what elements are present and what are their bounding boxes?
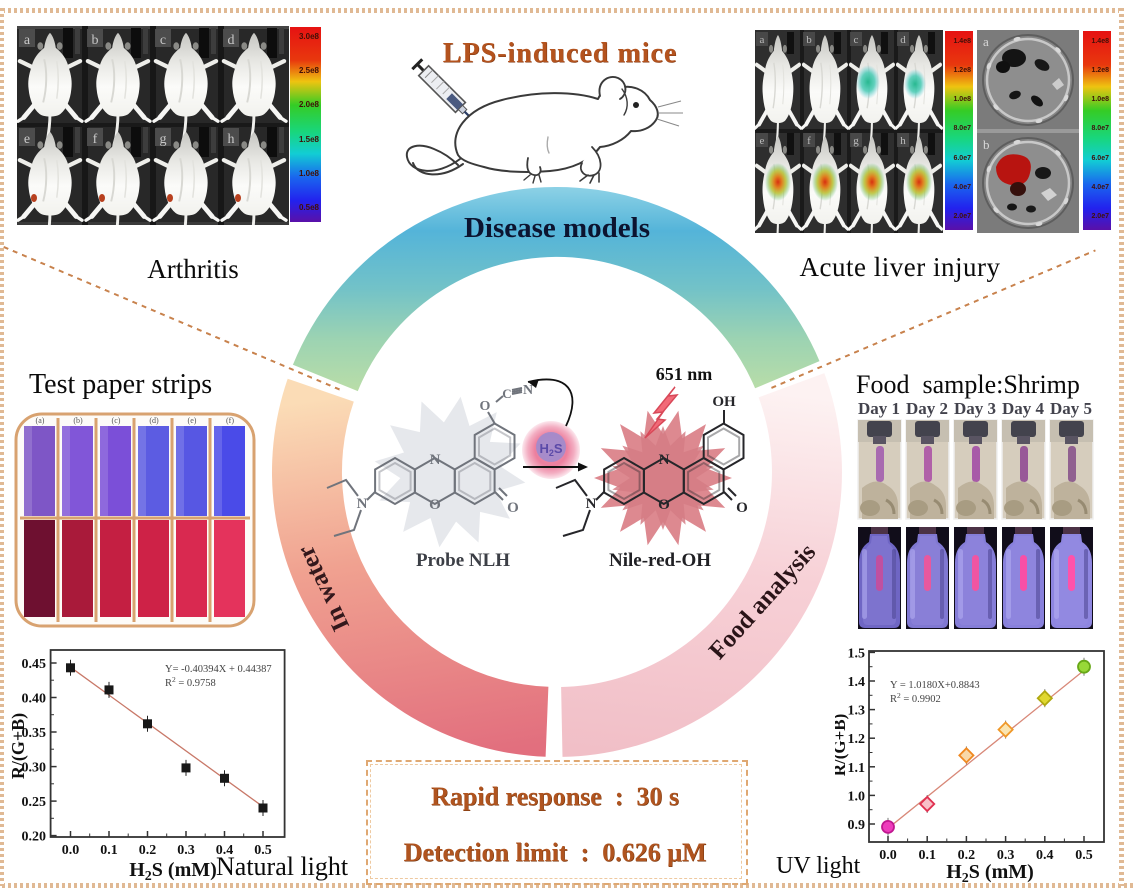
svg-text:O: O: [507, 500, 519, 516]
svg-text:651 nm: 651 nm: [656, 364, 713, 384]
svg-text:h: h: [900, 135, 906, 147]
svg-text:1.3: 1.3: [848, 704, 866, 719]
svg-text:N: N: [357, 496, 368, 512]
svg-text:(b): (b): [73, 416, 83, 425]
svg-text:d: d: [228, 33, 235, 48]
svg-text:2.0e7: 2.0e7: [1091, 213, 1109, 220]
svg-text:1.0e8: 1.0e8: [953, 96, 971, 103]
svg-text:8.0e7: 8.0e7: [953, 125, 971, 132]
svg-text:e: e: [760, 135, 765, 147]
svg-text:N: N: [659, 452, 670, 468]
svg-text:1.2: 1.2: [848, 732, 866, 747]
svg-text:(c): (c): [112, 416, 121, 425]
svg-text:0.25: 0.25: [22, 795, 47, 810]
svg-text:Day 2: Day 2: [906, 400, 948, 418]
svg-text:f: f: [807, 135, 811, 147]
svg-text:0.3: 0.3: [177, 843, 195, 858]
svg-text:N: N: [430, 452, 441, 468]
svg-text:0.35: 0.35: [22, 726, 47, 741]
svg-text:R/(G+B): R/(G+B): [10, 713, 29, 779]
svg-text:(d): (d): [149, 416, 159, 425]
svg-text:h: h: [228, 132, 235, 147]
svg-text:1.4e8: 1.4e8: [953, 38, 971, 45]
svg-text:R2 = 0.9758: R2 = 0.9758: [165, 675, 216, 689]
svg-text:1.0e8: 1.0e8: [1091, 96, 1109, 103]
svg-text:Y = 1.0180X+0.8843: Y = 1.0180X+0.8843: [890, 680, 980, 691]
svg-text:H2S (mM): H2S (mM): [129, 859, 217, 884]
svg-text:g: g: [160, 132, 167, 147]
svg-text:0.0: 0.0: [62, 843, 80, 858]
svg-text:6.0e7: 6.0e7: [953, 155, 971, 162]
svg-text:d: d: [900, 34, 906, 46]
svg-text:Day 1: Day 1: [858, 400, 900, 418]
svg-text:b: b: [806, 34, 812, 46]
svg-text:2.5e8: 2.5e8: [299, 66, 320, 75]
svg-text:H2S: H2S: [539, 441, 562, 458]
svg-text:2.0e7: 2.0e7: [953, 213, 971, 220]
svg-text:0.1: 0.1: [918, 848, 936, 863]
svg-text:8.0e7: 8.0e7: [1091, 125, 1109, 132]
svg-text:Day 5: Day 5: [1050, 400, 1092, 418]
svg-text:Nile-red-OH: Nile-red-OH: [609, 550, 711, 571]
svg-text:1.0: 1.0: [848, 789, 866, 804]
svg-text:1.2e8: 1.2e8: [953, 67, 971, 74]
svg-text:R2 = 0.9902: R2 = 0.9902: [890, 691, 941, 705]
svg-text:Y= -0.40394X + 0.44387: Y= -0.40394X + 0.44387: [165, 664, 272, 675]
svg-text:0.2: 0.2: [139, 843, 157, 858]
svg-text:(a): (a): [36, 416, 45, 425]
svg-text:b: b: [983, 137, 990, 152]
svg-text:0.5: 0.5: [1075, 848, 1093, 863]
svg-text:b: b: [92, 33, 99, 48]
svg-text:0.1: 0.1: [100, 843, 118, 858]
svg-text:OH: OH: [712, 394, 736, 410]
svg-text:O: O: [429, 497, 441, 513]
svg-text:a: a: [760, 34, 765, 46]
svg-text:1.0e8: 1.0e8: [299, 169, 320, 178]
svg-text:1.5: 1.5: [848, 646, 866, 661]
svg-text:0.4: 0.4: [216, 843, 234, 858]
svg-text:H2S (mM): H2S (mM): [946, 861, 1034, 886]
svg-text:a: a: [983, 34, 989, 49]
svg-text:0.9: 0.9: [848, 818, 866, 833]
svg-text:6.0e7: 6.0e7: [1091, 155, 1109, 162]
svg-text:N: N: [586, 496, 597, 512]
svg-text:0.40: 0.40: [22, 692, 47, 707]
svg-text:C: C: [502, 386, 511, 401]
svg-text:(f): (f): [226, 416, 234, 425]
svg-text:1.2e8: 1.2e8: [1091, 67, 1109, 74]
svg-text:0.20: 0.20: [22, 830, 47, 845]
svg-text:O: O: [480, 399, 491, 414]
svg-text:Probe NLH: Probe NLH: [416, 550, 510, 571]
svg-text:1.1: 1.1: [848, 761, 866, 776]
svg-text:O: O: [736, 500, 748, 516]
svg-text:0.2: 0.2: [958, 848, 976, 863]
svg-text:e: e: [24, 132, 30, 147]
svg-text:(e): (e): [188, 416, 197, 425]
svg-text:1.5e8: 1.5e8: [299, 135, 320, 144]
svg-text:0.3: 0.3: [997, 848, 1015, 863]
svg-text:g: g: [853, 135, 859, 147]
svg-text:N: N: [523, 383, 533, 398]
svg-text:2.0e8: 2.0e8: [299, 100, 320, 109]
svg-text:0.5e8: 0.5e8: [299, 203, 320, 212]
svg-text:3.0e8: 3.0e8: [299, 32, 320, 41]
svg-text:c: c: [854, 34, 859, 46]
svg-text:4.0e7: 4.0e7: [953, 184, 971, 191]
svg-text:c: c: [160, 33, 166, 48]
svg-text:R/(G+B): R/(G+B): [835, 714, 849, 777]
svg-text:a: a: [24, 33, 31, 48]
svg-text:4.0e7: 4.0e7: [1091, 184, 1109, 191]
svg-text:Day 4: Day 4: [1002, 400, 1045, 418]
svg-text:O: O: [658, 497, 670, 513]
svg-text:0.5: 0.5: [254, 843, 272, 858]
svg-text:Day 3: Day 3: [954, 400, 996, 418]
svg-text:0.4: 0.4: [1036, 848, 1054, 863]
svg-text:0.30: 0.30: [22, 761, 47, 776]
svg-text:0.45: 0.45: [22, 657, 47, 672]
svg-text:0.0: 0.0: [879, 848, 897, 863]
svg-text:f: f: [93, 132, 98, 147]
svg-text:1.4e8: 1.4e8: [1091, 38, 1109, 45]
svg-text:1.4: 1.4: [848, 675, 866, 690]
